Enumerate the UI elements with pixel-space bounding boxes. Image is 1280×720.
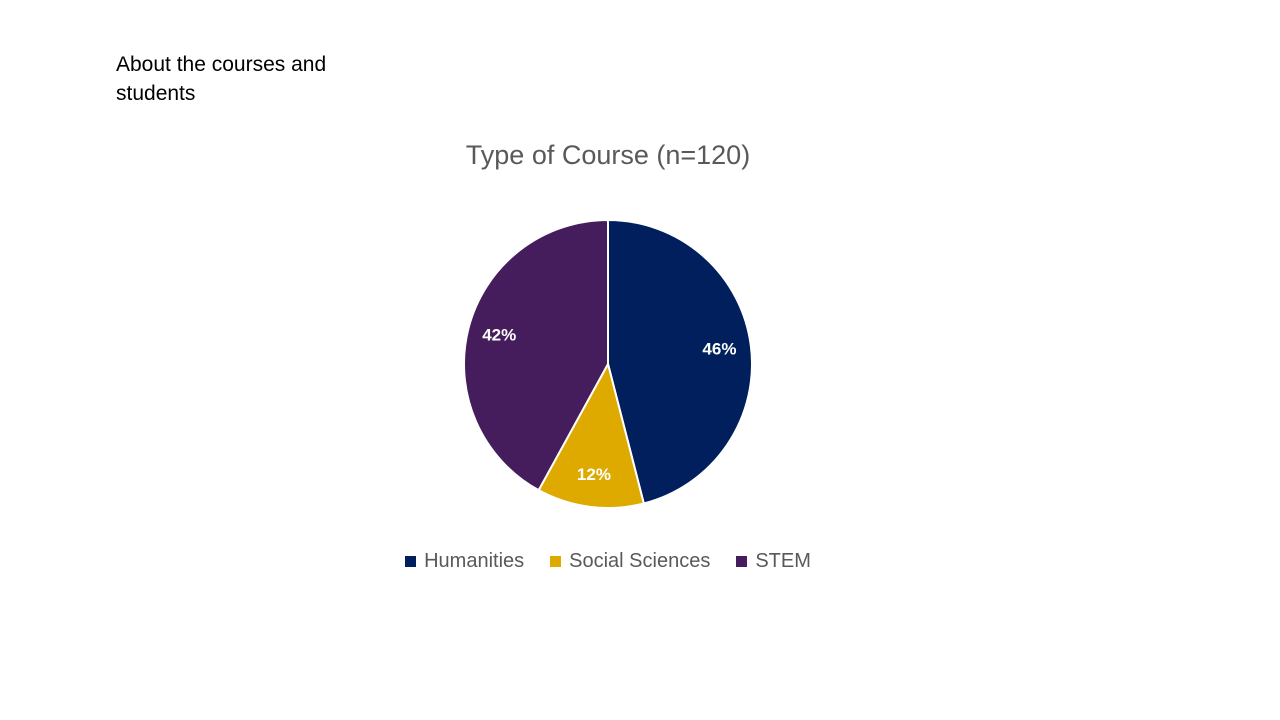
- pie-slice-stem: [463, 218, 609, 492]
- pie-label-stem: 42%: [482, 326, 516, 345]
- legend-item-humanities: Humanities: [405, 550, 524, 573]
- legend-label-social-sciences: Social Sciences: [569, 550, 711, 572]
- legend-swatch-humanities: [405, 556, 417, 567]
- legend-item-social-sciences: Social Sciences: [550, 550, 710, 573]
- legend-label-humanities: Humanities: [424, 550, 525, 572]
- pie-slice-humanities: [607, 218, 753, 505]
- slide-heading: About the courses and students: [116, 53, 327, 105]
- pie-label-humanities: 46%: [702, 339, 736, 358]
- pie-chart: 46% 12% 42%: [463, 218, 753, 509]
- legend-label-stem: STEM: [755, 550, 811, 572]
- chart-title: Type of Course (n=120): [465, 140, 751, 170]
- legend-swatch-stem: [736, 556, 748, 567]
- chart-legend: Humanities Social Sciences STEM: [0, 550, 1216, 573]
- pie-label-social-sciences: 12%: [577, 465, 611, 484]
- legend-swatch-social-sciences: [550, 556, 562, 567]
- pie-slice-social-sciences: [537, 361, 646, 509]
- legend-item-stem: STEM: [736, 550, 811, 573]
